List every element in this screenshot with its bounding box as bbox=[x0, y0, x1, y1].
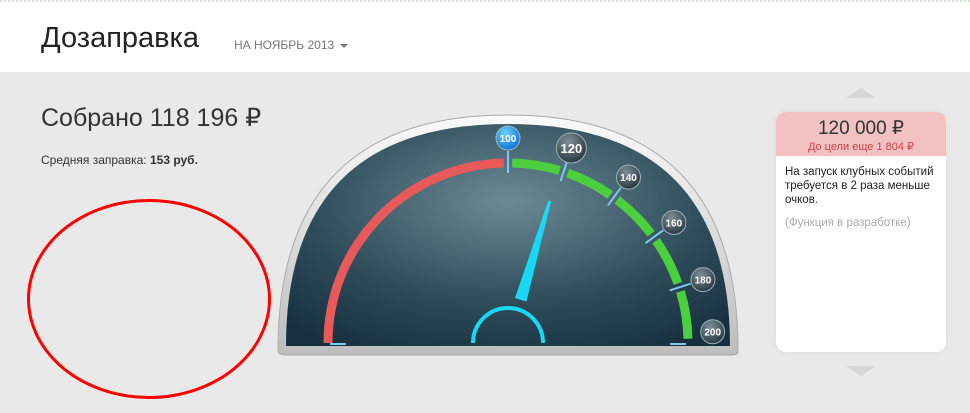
needle-pivot bbox=[471, 306, 545, 344]
scroll-down-button[interactable] bbox=[846, 366, 876, 376]
tick-label-140: 140 bbox=[620, 173, 637, 184]
green-zone-arc bbox=[566, 168, 613, 199]
period-dropdown[interactable]: НА НОЯБРЬ 2013 bbox=[234, 38, 349, 52]
tick-mark bbox=[669, 282, 691, 292]
arrow-up-icon bbox=[846, 88, 876, 98]
avg-value: 153 руб. bbox=[149, 153, 198, 167]
red-circle-annotation bbox=[27, 199, 271, 399]
tick-marker-160 bbox=[661, 210, 687, 236]
tick-label-100: 100 bbox=[500, 134, 517, 145]
tick-marker-180 bbox=[690, 267, 716, 293]
arrow-down-icon bbox=[846, 366, 876, 376]
tick-mark bbox=[559, 160, 569, 182]
green-zone-arc bbox=[512, 158, 561, 175]
avg-label: Средняя заправка: bbox=[41, 153, 147, 167]
tick-marker-200 bbox=[700, 319, 726, 345]
goal-remaining: До цели еще 1 804 ₽ bbox=[807, 141, 915, 153]
scroll-up-button[interactable] bbox=[846, 88, 876, 98]
tick-mark bbox=[607, 187, 622, 207]
goal-note: (Функция в разработке) bbox=[785, 217, 911, 229]
tick-marker-100 bbox=[495, 125, 521, 151]
fuel-gauge: 100 120 140 160 180 200 bbox=[277, 114, 739, 356]
goal-description: На запуск клубных событий требуется в 2 … bbox=[785, 166, 934, 206]
goal-amount: 120 000 ₽ bbox=[817, 118, 905, 139]
green-zone-arc bbox=[652, 238, 683, 285]
red-zone-arc bbox=[323, 158, 504, 344]
green-zone-arc bbox=[676, 290, 693, 339]
tick-label-200: 200 bbox=[704, 328, 721, 339]
page-title: Дозаправка bbox=[41, 22, 200, 54]
goal-header: 120 000 ₽ До цели еще 1 804 ₽ bbox=[776, 112, 946, 156]
collected-total: Собрано 118 196 ₽ bbox=[41, 104, 262, 132]
tick-label-120: 120 bbox=[560, 141, 582, 156]
gauge-needle bbox=[514, 200, 552, 302]
tick-marker-140 bbox=[615, 164, 641, 190]
tick-marker-120 bbox=[555, 132, 587, 164]
tick-mark bbox=[644, 229, 664, 244]
header: Дозаправка НА НОЯБРЬ 2013 bbox=[0, 0, 970, 72]
period-label: НА НОЯБРЬ 2013 bbox=[234, 38, 335, 52]
tick-label-180: 180 bbox=[695, 276, 712, 287]
caret-down-icon bbox=[340, 43, 349, 48]
goal-card: 120 000 ₽ До цели еще 1 804 ₽ На запуск … bbox=[776, 112, 946, 352]
tick-label-160: 160 bbox=[666, 219, 683, 230]
green-zone-arc bbox=[614, 196, 655, 237]
average-refill: Средняя заправка: 153 руб. bbox=[41, 153, 198, 167]
